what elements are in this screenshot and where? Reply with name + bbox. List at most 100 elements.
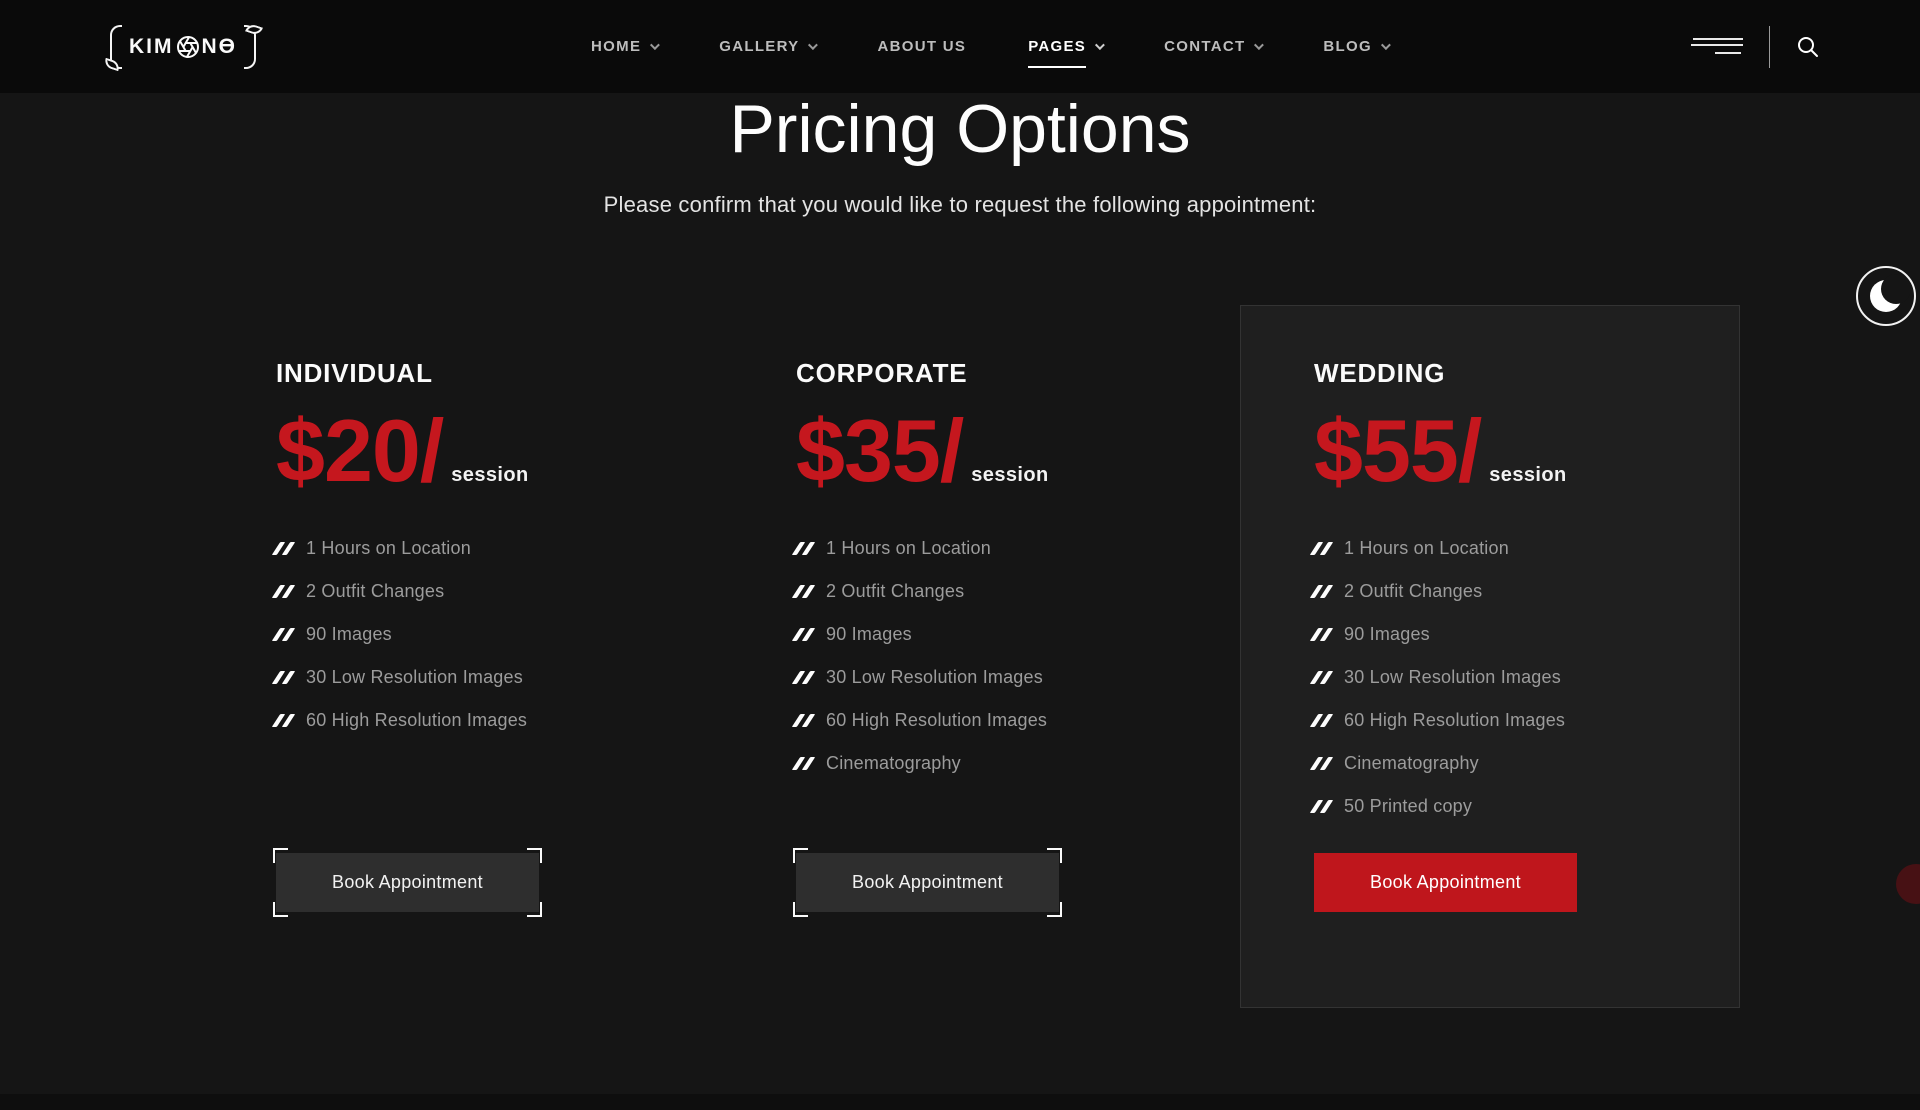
feature-slash-icon (791, 541, 816, 555)
feature-slash-icon (1309, 584, 1334, 598)
nav-item-contact[interactable]: CONTACT (1164, 36, 1265, 57)
feature-item: 2 Outfit Changes (1309, 578, 1744, 604)
feature-item: 60 High Resolution Images (271, 707, 706, 733)
logo-text-kim: KIM (129, 34, 174, 58)
feature-slash-icon (271, 541, 296, 555)
feature-text: 1 Hours on Location (826, 537, 991, 558)
feature-text: 2 Outfit Changes (826, 580, 965, 601)
nav-label: ABOUT US (877, 38, 967, 55)
corner-bracket-icon (1047, 848, 1062, 863)
feature-item: 60 High Resolution Images (1309, 707, 1744, 733)
feature-text: 60 High Resolution Images (1344, 709, 1566, 730)
feature-item: 30 Low Resolution Images (791, 664, 1226, 690)
nav-label: GALLERY (719, 38, 800, 55)
feature-text: 1 Hours on Location (1344, 537, 1509, 558)
feature-item: 90 Images (1309, 621, 1744, 647)
corner-bracket-icon (1047, 902, 1062, 917)
button-label: Book Appointment (332, 872, 483, 892)
plan-individual: INDIVIDUAL $20/ session 1 Hours on Locat… (271, 358, 706, 917)
feature-text: 1 Hours on Location (306, 537, 471, 558)
feature-item: 1 Hours on Location (791, 535, 1226, 561)
feature-slash-icon (1309, 670, 1334, 684)
plan-price: $35/ session (796, 404, 1226, 497)
feature-text: 2 Outfit Changes (306, 580, 445, 601)
feature-slash-icon (1309, 541, 1334, 555)
scroll-accent-dot (1896, 864, 1920, 904)
corner-bracket-icon (793, 902, 808, 917)
nav-label: BLOG (1323, 38, 1372, 55)
moon-icon (1870, 274, 1911, 312)
chevron-down-icon (808, 40, 819, 51)
book-appointment-button[interactable]: Book Appointment (273, 848, 542, 917)
feature-text: 90 Images (306, 623, 392, 644)
feature-slash-icon (271, 627, 296, 641)
feature-slash-icon (1309, 756, 1334, 770)
page-title: Pricing Options (729, 91, 1191, 167)
dark-mode-toggle[interactable] (1856, 266, 1916, 326)
price-amount: $55/ (1314, 401, 1482, 500)
feature-item: Cinematography (1309, 750, 1744, 776)
feature-text: 30 Low Resolution Images (826, 666, 1043, 687)
feature-slash-icon (271, 584, 296, 598)
logo-leaf-icon (245, 22, 264, 36)
feature-slash-icon (791, 756, 816, 770)
nav-label: PAGES (1028, 38, 1087, 68)
feature-item: 60 High Resolution Images (791, 707, 1226, 733)
nav-right-controls (1691, 25, 1820, 68)
plan-price: $55/ session (1314, 401, 1744, 500)
feature-slash-icon (791, 584, 816, 598)
next-section-edge (0, 1094, 1920, 1110)
corner-bracket-icon (273, 902, 288, 917)
chevron-down-icon (1254, 40, 1265, 51)
feature-slash-icon (1309, 799, 1334, 813)
corner-bracket-icon (527, 848, 542, 863)
corner-bracket-icon (527, 902, 542, 917)
hamburger-menu-icon[interactable] (1691, 37, 1743, 57)
nav-item-about-us[interactable]: ABOUT US (877, 36, 966, 57)
page-subtitle: Please confirm that you would like to re… (603, 192, 1317, 217)
plan-price: $20/ session (276, 401, 706, 500)
nav-label: CONTACT (1164, 38, 1246, 55)
feature-slash-icon (271, 670, 296, 684)
chevron-down-icon (650, 40, 661, 51)
price-amount: $20/ (276, 401, 444, 500)
book-appointment-button-featured[interactable]: Book Appointment (1314, 853, 1577, 912)
plan-wedding: WEDDING $55/ session 1 Hours on Location… (1309, 358, 1744, 912)
feature-item: 90 Images (791, 621, 1226, 647)
logo-aperture-icon (176, 35, 199, 58)
main-nav: HOME GALLERY ABOUT US PAGES CONTACT BLOG (286, 36, 1693, 68)
feature-item: 90 Images (271, 621, 706, 647)
feature-list: 1 Hours on Location 2 Outfit Changes 90 … (1309, 535, 1744, 819)
feature-slash-icon (1309, 713, 1334, 727)
feature-item: Cinematography (791, 750, 1226, 776)
feature-item: 1 Hours on Location (271, 535, 706, 561)
price-period: session (451, 464, 529, 486)
feature-text: 2 Outfit Changes (1344, 580, 1483, 601)
nav-item-blog[interactable]: BLOG (1323, 36, 1391, 57)
nav-item-gallery[interactable]: GALLERY (719, 36, 819, 57)
corner-bracket-icon (273, 848, 288, 863)
nav-label: HOME (591, 38, 642, 55)
price-period: session (1489, 464, 1567, 486)
book-appointment-button[interactable]: Book Appointment (793, 848, 1062, 917)
search-icon[interactable] (1796, 35, 1820, 59)
feature-list: 1 Hours on Location 2 Outfit Changes 90 … (271, 535, 706, 733)
logo-right-brace-icon (244, 22, 264, 69)
top-navbar: KIM N Ө HOME GALLERY ABOUT US (0, 0, 1920, 93)
nav-item-home[interactable]: HOME (591, 36, 661, 57)
feature-item: 30 Low Resolution Images (271, 664, 706, 690)
chevron-down-icon (1095, 40, 1105, 51)
feature-slash-icon (791, 627, 816, 641)
feature-text: 60 High Resolution Images (306, 709, 528, 730)
feature-text: Cinematography (826, 752, 961, 773)
feature-slash-icon (1309, 627, 1334, 641)
feature-text: 90 Images (826, 623, 912, 644)
brand-logo[interactable]: KIM N Ө (103, 22, 264, 71)
feature-text: Cinematography (1344, 752, 1479, 773)
feature-item: 50 Printed copy (1309, 793, 1744, 819)
nav-item-pages[interactable]: PAGES (1028, 36, 1105, 68)
logo-text-n: N (201, 34, 219, 58)
feature-slash-icon (791, 670, 816, 684)
feature-item: 2 Outfit Changes (791, 578, 1226, 604)
